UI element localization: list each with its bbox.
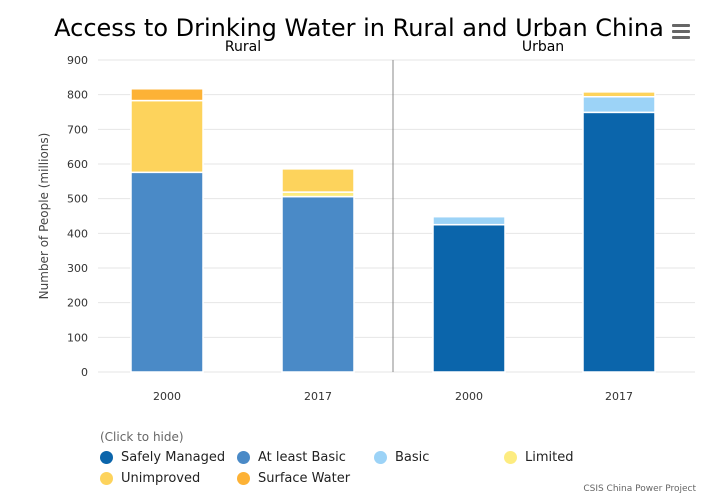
y-tick-label: 500 <box>67 193 88 206</box>
y-tick-label: 900 <box>67 54 88 67</box>
legend-item[interactable]: Safely Managed <box>100 450 225 465</box>
y-tick-label: 800 <box>67 89 88 102</box>
bar-segment <box>130 171 204 373</box>
legend-marker-icon <box>100 472 113 485</box>
legend-item[interactable]: Limited <box>504 450 573 465</box>
legend-item[interactable]: Basic <box>374 450 429 465</box>
legend-marker-icon <box>237 472 250 485</box>
y-tick-label: 400 <box>67 227 88 240</box>
legend-marker-icon <box>374 451 387 464</box>
bar-segment <box>281 195 355 373</box>
legend-label: Basic <box>395 450 430 465</box>
y-tick-label: 600 <box>67 158 88 171</box>
legend-label: Surface Water <box>258 471 351 486</box>
legend-marker-icon <box>100 451 113 464</box>
bar-segment <box>130 99 204 174</box>
legend-label: Unimproved <box>121 471 201 486</box>
x-tick-label: 2000 <box>455 390 483 403</box>
legend-label: Safely Managed <box>121 450 226 465</box>
chart-plot: 0 100 200 300 400 500 600 700 800 900 Number of Pe… <box>37 39 695 403</box>
bar-segment <box>281 168 355 193</box>
bar-segment <box>582 111 656 373</box>
y-tick-label: 200 <box>67 297 88 310</box>
y-tick-label: 700 <box>67 123 88 136</box>
y-axis-label: Number of People (millions) <box>37 133 51 300</box>
y-tick-label: 0 <box>81 366 88 379</box>
legend-label: At least Basic <box>258 450 346 465</box>
bar-segment <box>432 215 506 226</box>
bar-segment <box>432 223 506 373</box>
bar-segment <box>582 95 656 114</box>
legend-item[interactable]: Surface Water <box>237 471 350 486</box>
x-tick-label: 2017 <box>605 390 633 403</box>
group-label-urban: Urban <box>522 39 564 55</box>
x-tick-label: 2017 <box>304 390 332 403</box>
legend: (Click to hide) Safely Managed At least B… <box>100 430 573 486</box>
y-tick-label: 300 <box>67 262 88 275</box>
chart-title: Access to Drinking Water in Rural and Ur… <box>54 14 664 42</box>
y-tick-label: 100 <box>67 331 88 344</box>
credit: CSIS China Power Project <box>583 484 696 494</box>
legend-marker-icon <box>504 451 517 464</box>
legend-item[interactable]: At least Basic <box>237 450 346 465</box>
bar-segment <box>582 91 656 98</box>
legend-marker-icon <box>237 451 250 464</box>
legend-hint: (Click to hide) <box>100 430 184 444</box>
hamburger-menu-icon[interactable] <box>672 24 690 40</box>
x-tick-label: 2000 <box>153 390 181 403</box>
legend-label: Limited <box>525 450 574 465</box>
bar-segment <box>130 88 204 102</box>
legend-item[interactable]: Unimproved <box>100 471 200 486</box>
group-label-rural: Rural <box>225 39 261 55</box>
